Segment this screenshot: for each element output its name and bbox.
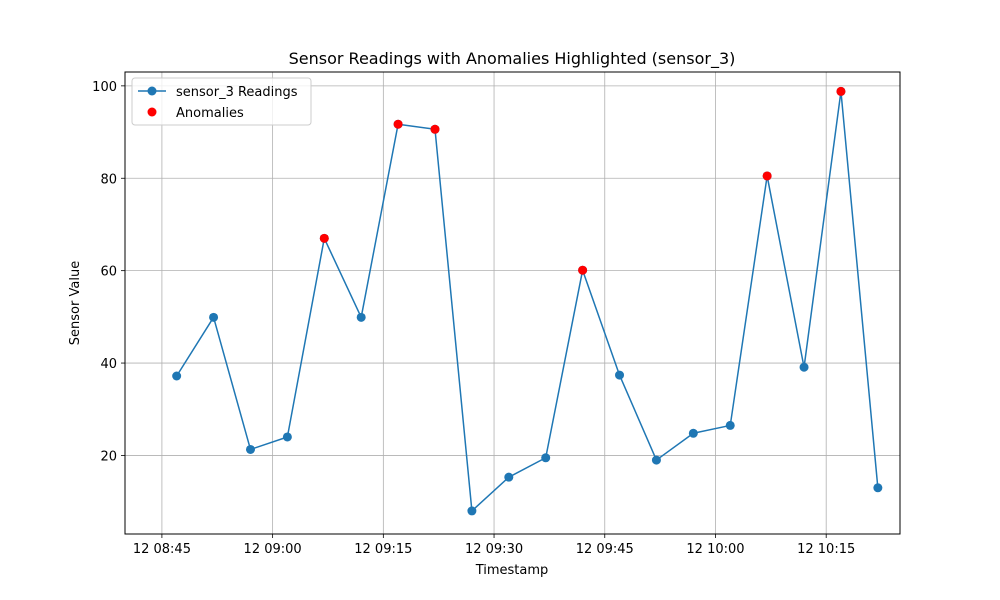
anomaly-point	[430, 124, 440, 134]
reading-point	[725, 420, 735, 430]
x-tick-label: 12 09:45	[576, 542, 634, 557]
x-tick-label: 12 09:30	[465, 542, 523, 557]
reading-point	[799, 362, 809, 372]
x-axis: 12 08:45 12 09:00 12 09:15 12 09:30 12 09:45…	[133, 534, 855, 557]
x-axis-label: Timestamp	[475, 563, 549, 578]
anomaly-point	[836, 86, 846, 96]
x-tick-label: 12 08:45	[133, 542, 191, 557]
reading-point	[172, 371, 182, 381]
anomaly-point	[393, 119, 403, 129]
y-tick-label: 80	[100, 172, 117, 187]
reading-point	[209, 312, 219, 322]
y-axis: 20 40 60 80 100	[92, 80, 125, 464]
y-tick-label: 60	[100, 265, 117, 280]
series-layer	[172, 86, 883, 516]
plot-area	[124, 71, 901, 535]
reading-point	[504, 472, 514, 482]
reading-point	[356, 312, 366, 322]
y-tick-label: 20	[100, 449, 117, 464]
legend-label-anomalies: Anomalies	[176, 106, 244, 121]
y-tick-label: 40	[100, 357, 117, 372]
reading-point	[688, 428, 698, 438]
reading-point	[651, 455, 661, 465]
anomaly-point	[319, 233, 329, 243]
reading-point	[541, 453, 551, 463]
series-line-readings	[176, 90, 879, 512]
legend-marker-readings	[147, 86, 157, 96]
legend-marker-anomalies	[147, 107, 157, 117]
anomaly-point	[762, 171, 772, 181]
x-tick-label: 12 10:00	[686, 542, 744, 557]
x-tick-label: 12 09:15	[354, 542, 412, 557]
x-tick-label: 12 10:15	[797, 542, 855, 557]
anomaly-point	[578, 265, 588, 275]
reading-point	[245, 444, 255, 454]
reading-point	[467, 506, 477, 516]
series-0	[172, 86, 883, 516]
y-axis-label: Sensor Value	[68, 261, 83, 345]
y-tick-label: 100	[92, 80, 117, 95]
chart-title: Sensor Readings with Anomalies Highlight…	[289, 49, 736, 69]
grid-lines	[125, 72, 900, 534]
legend-label-readings: sensor_3 Readings	[176, 85, 298, 100]
x-tick-label: 12 09:00	[244, 542, 302, 557]
reading-point	[615, 370, 625, 380]
reading-point	[873, 483, 883, 493]
legend: sensor_3 Readings Anomalies	[131, 77, 312, 126]
reading-point	[282, 432, 292, 442]
series-1	[319, 86, 846, 275]
legend-box	[131, 77, 312, 126]
